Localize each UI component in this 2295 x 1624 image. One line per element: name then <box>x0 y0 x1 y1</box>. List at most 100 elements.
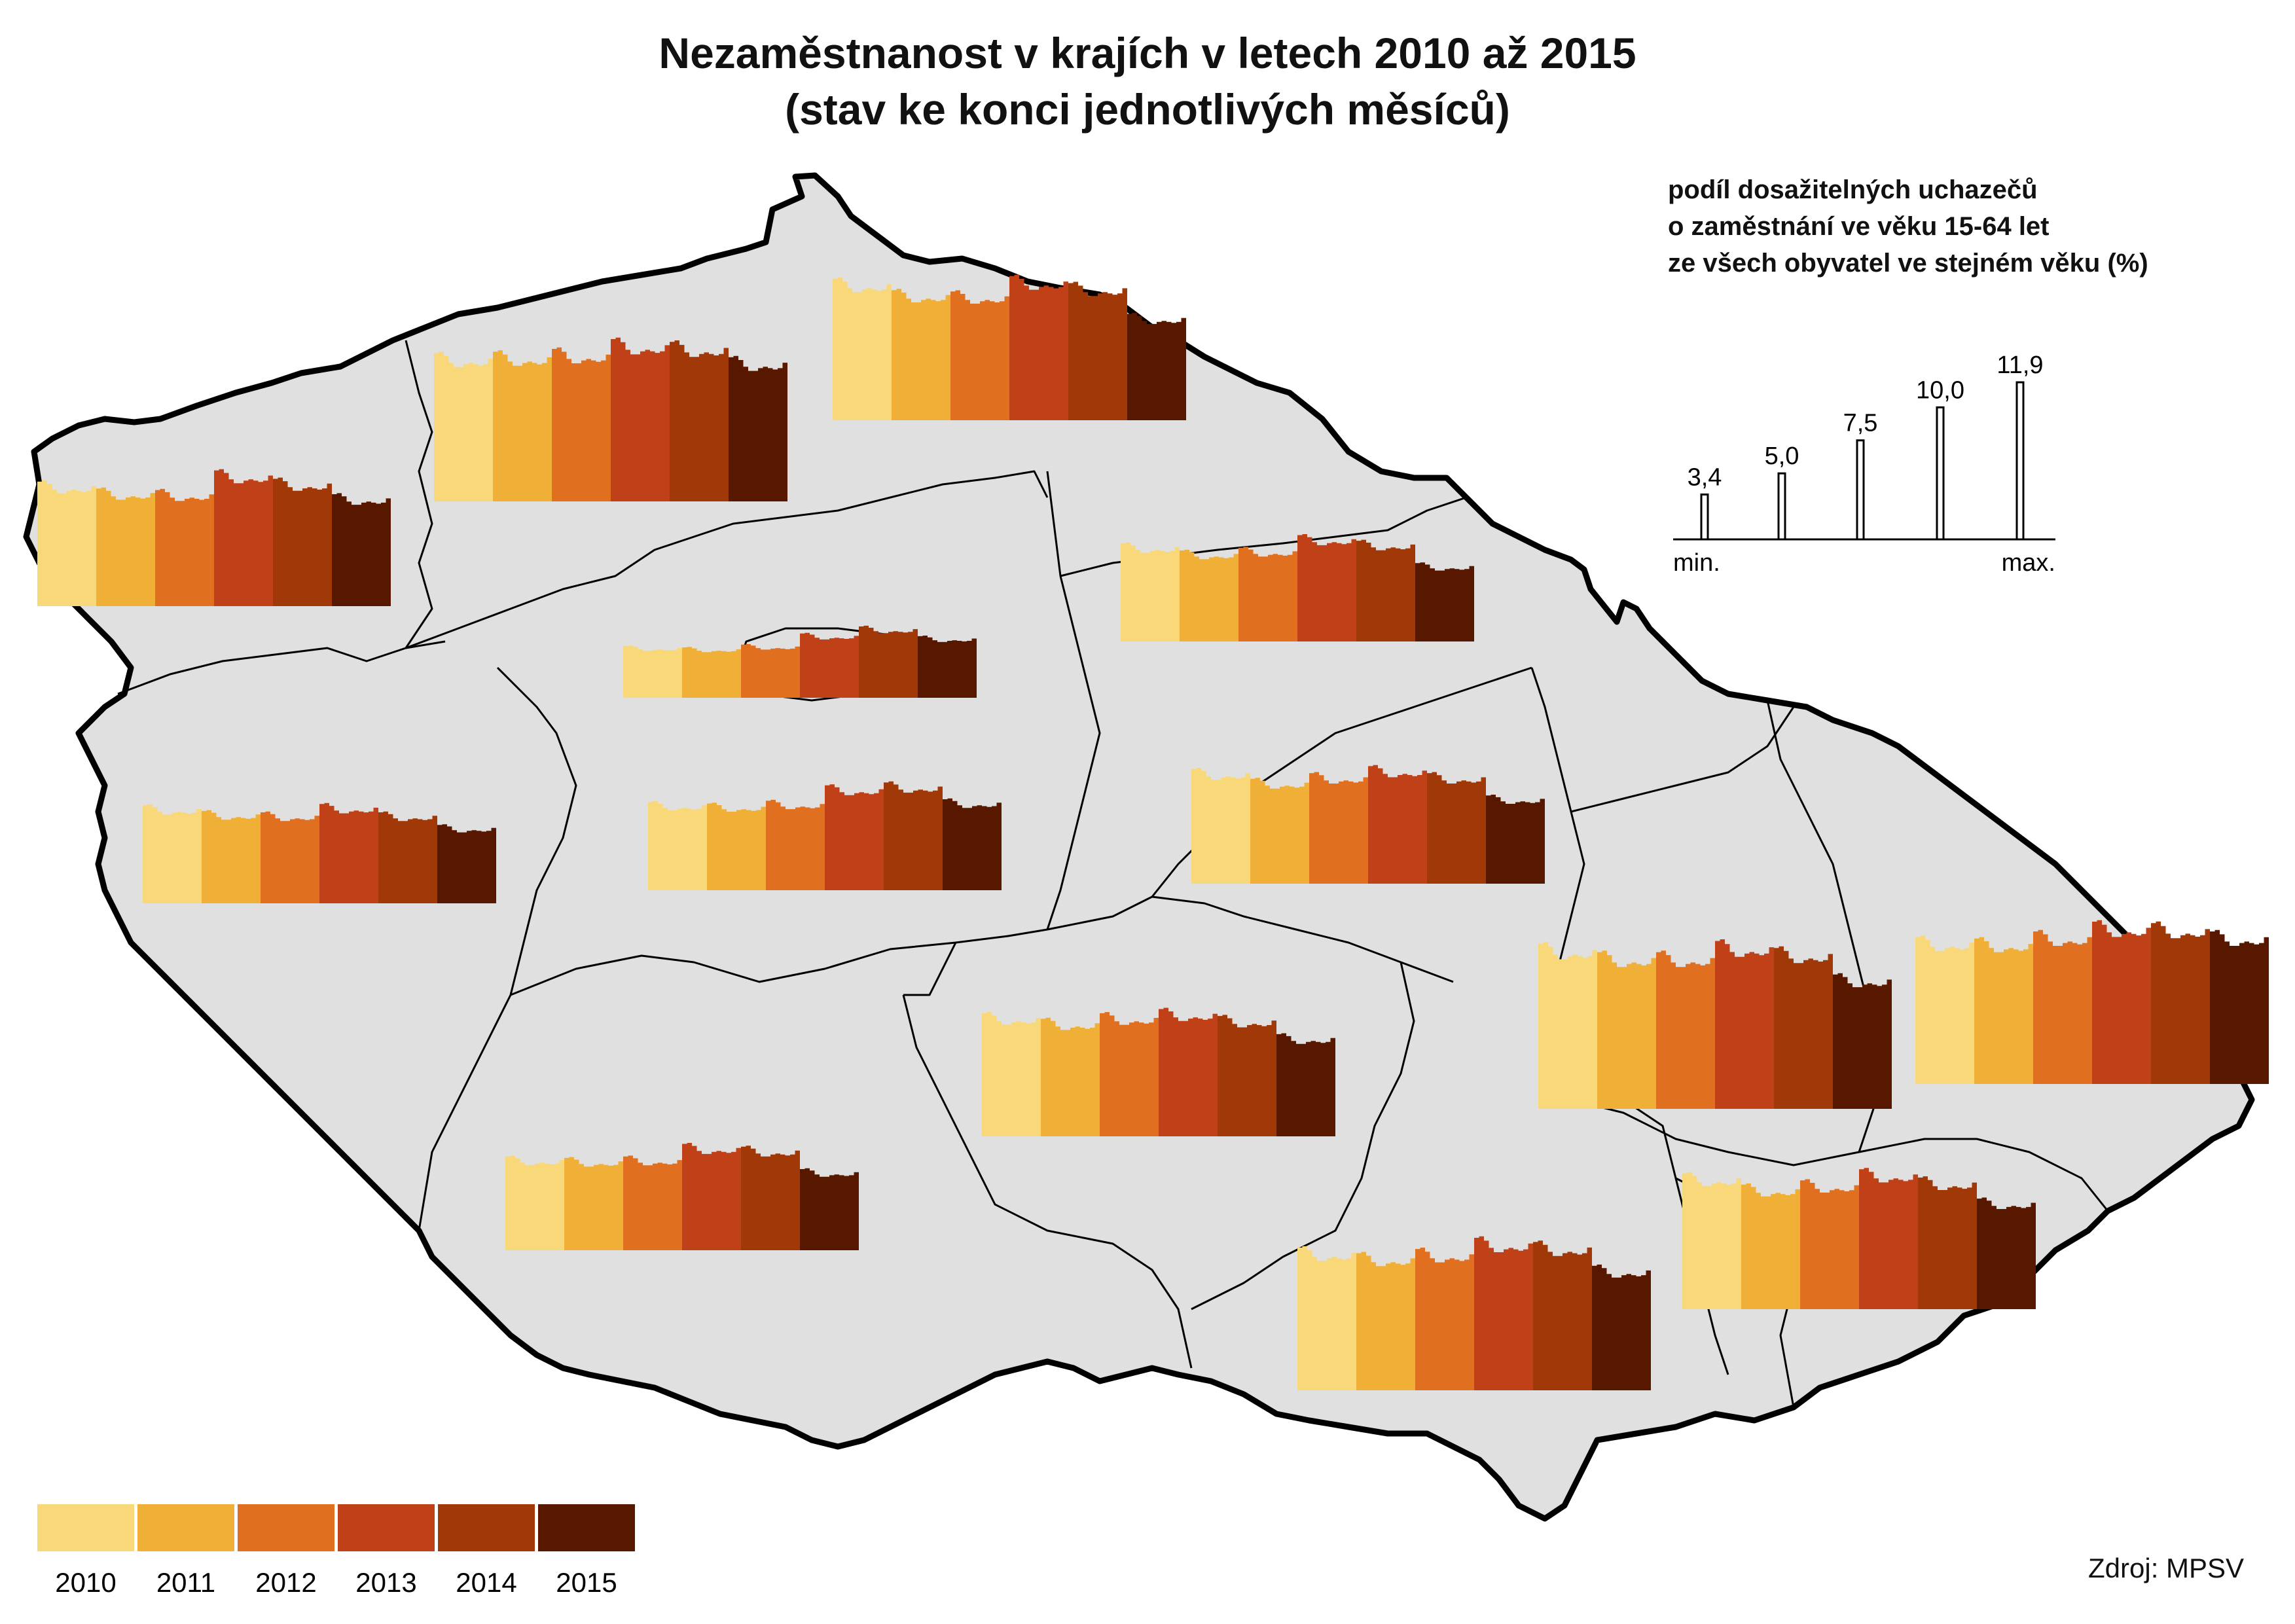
scale-label-1: 5,0 <box>1765 442 1799 470</box>
page-title: Nezaměstnanost v krajích v letech 2010 a… <box>0 25 2295 137</box>
bar-moravskoslezsky-2011 <box>1974 937 2033 1084</box>
legend-swatch-2014 <box>438 1504 535 1551</box>
bar-karlovarsky-2010 <box>37 480 96 606</box>
region-chart-zlinsky <box>1682 1168 2036 1309</box>
bar-kralovehradecky-2011 <box>1180 549 1238 641</box>
bar-jihomoravsky-2010 <box>1297 1246 1356 1390</box>
bar-praha-2012 <box>741 644 800 698</box>
region-chart-vysocina <box>982 1007 1335 1136</box>
scale-label-0: 3,4 <box>1688 463 1722 491</box>
year-legend: 2010 2011 2012 2013 2014 2015 <box>37 1504 635 1598</box>
bar-liberecky-2011 <box>892 289 950 420</box>
bar-karlovarsky-2011 <box>96 487 155 606</box>
scale-max-label: max. <box>2002 549 2055 577</box>
legend-swatch-2010 <box>37 1504 134 1551</box>
bar-moravskoslezsky-2010 <box>1915 935 1974 1084</box>
bar-jihocesky-2011 <box>564 1157 623 1250</box>
bar-liberecky-2012 <box>950 290 1009 420</box>
scale-title-line-1: podíl dosažitelných uchazečů <box>1668 175 2038 204</box>
bar-zlinsky-2010 <box>1682 1172 1741 1309</box>
bar-jihocesky-2012 <box>623 1155 682 1250</box>
bar-jihomoravsky-2012 <box>1415 1248 1474 1390</box>
bar-pardubicky-2011 <box>1250 778 1309 884</box>
legend-label-2015: 2015 <box>556 1567 617 1598</box>
bar-zlinsky-2012 <box>1800 1179 1859 1309</box>
bar-vysocina-2010 <box>982 1012 1041 1136</box>
legend-swatch-2012 <box>238 1504 334 1551</box>
bar-karlovarsky-2012 <box>155 488 214 606</box>
bar-pardubicky-2013 <box>1368 765 1427 884</box>
bar-karlovarsky-2015 <box>332 493 391 606</box>
bar-ustecky-2015 <box>729 355 787 501</box>
bar-kralovehradecky-2014 <box>1356 539 1415 641</box>
bar-liberecky-2015 <box>1127 313 1186 420</box>
region-chart-jihocesky <box>505 1143 859 1250</box>
region-charts <box>37 274 2269 1390</box>
bar-vysocina-2012 <box>1100 1012 1159 1136</box>
bar-zlinsky-2015 <box>1977 1197 2036 1309</box>
region-chart-stredocesky <box>648 781 1002 890</box>
scale-label-4: 11,9 <box>1997 352 2043 379</box>
region-chart-liberecky <box>833 274 1186 420</box>
bar-pardubicky-2012 <box>1309 772 1368 884</box>
bar-zlinsky-2014 <box>1918 1176 1977 1309</box>
bar-stredocesky-2013 <box>825 784 884 890</box>
bar-plzensky-2011 <box>202 810 261 903</box>
bar-plzensky-2015 <box>437 824 496 903</box>
region-chart-jihomoravsky <box>1297 1236 1651 1390</box>
bar-moravskoslezsky-2014 <box>2151 921 2210 1084</box>
bar-vysocina-2014 <box>1218 1015 1276 1136</box>
region-chart-karlovarsky <box>37 469 391 606</box>
bar-vysocina-2013 <box>1159 1007 1218 1136</box>
region-chart-praha <box>623 625 977 698</box>
scale-bar-0 <box>1700 493 1709 541</box>
bar-jihomoravsky-2011 <box>1356 1252 1415 1390</box>
bar-stredocesky-2014 <box>884 781 943 890</box>
legend-swatch-2013 <box>338 1504 435 1551</box>
bar-jihocesky-2013 <box>682 1143 741 1250</box>
bar-kralovehradecky-2015 <box>1415 562 1474 641</box>
bar-moravskoslezsky-2013 <box>2092 920 2151 1084</box>
bar-stredocesky-2010 <box>648 801 707 890</box>
bar-ustecky-2014 <box>670 340 729 501</box>
bar-stredocesky-2011 <box>707 803 766 890</box>
bar-zlinsky-2011 <box>1741 1183 1800 1309</box>
bar-kralovehradecky-2012 <box>1238 547 1297 641</box>
scale-title-line-2: o zaměstnání ve věku 15-64 let <box>1668 212 2050 241</box>
bar-praha-2015 <box>918 636 977 698</box>
bar-stredocesky-2015 <box>943 798 1002 890</box>
bar-plzensky-2010 <box>143 804 202 903</box>
bar-pardubicky-2014 <box>1427 772 1486 884</box>
scale-min-label: min. <box>1673 549 1720 577</box>
bar-jihocesky-2014 <box>741 1146 800 1250</box>
bar-liberecky-2013 <box>1009 274 1068 420</box>
bar-olomoucky-2013 <box>1715 939 1774 1109</box>
legend-label-2014: 2014 <box>456 1567 516 1598</box>
source-note: Zdroj: MPSV <box>2088 1553 2245 1583</box>
legend-label-2011: 2011 <box>156 1567 215 1598</box>
bar-plzensky-2013 <box>319 803 378 903</box>
bar-jihomoravsky-2013 <box>1474 1236 1533 1390</box>
bar-ustecky-2010 <box>434 352 493 501</box>
bar-ustecky-2012 <box>552 347 611 501</box>
region-chart-ustecky <box>434 337 787 501</box>
bar-kralovehradecky-2013 <box>1297 534 1356 641</box>
bar-olomoucky-2011 <box>1597 950 1656 1109</box>
bar-liberecky-2014 <box>1068 281 1127 420</box>
region-chart-moravskoslezsky <box>1915 920 2269 1084</box>
bar-ustecky-2013 <box>611 337 670 501</box>
bar-olomoucky-2014 <box>1774 946 1833 1109</box>
bar-olomoucky-2012 <box>1656 950 1715 1109</box>
bar-olomoucky-2015 <box>1833 973 1892 1109</box>
bar-stredocesky-2012 <box>766 799 825 890</box>
bar-karlovarsky-2014 <box>273 477 332 606</box>
bar-praha-2010 <box>623 645 682 698</box>
bar-vysocina-2015 <box>1276 1033 1335 1136</box>
bar-praha-2014 <box>859 625 918 698</box>
scale-bar-2 <box>1856 439 1865 541</box>
bar-jihocesky-2015 <box>800 1168 859 1250</box>
bar-plzensky-2012 <box>261 811 319 903</box>
bar-vysocina-2011 <box>1041 1017 1100 1136</box>
legend-swatch-2015 <box>538 1504 635 1551</box>
region-chart-pardubicky <box>1191 765 1545 884</box>
